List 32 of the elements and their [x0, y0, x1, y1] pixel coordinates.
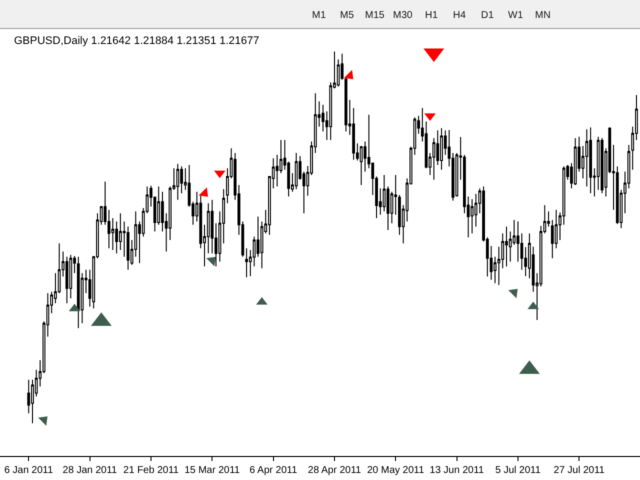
x-tick-label: 21 Feb 2011 [123, 465, 180, 476]
x-tick-label: 15 Mar 2011 [184, 465, 240, 476]
candlestick [294, 152, 298, 190]
x-tick-label: 28 Apr 2011 [308, 465, 362, 476]
x-tick-label: 20 May 2011 [367, 465, 425, 476]
candlestick [574, 138, 577, 186]
x-tick-label: 5 Jul 2011 [495, 465, 542, 476]
candlestick [360, 145, 363, 186]
text: M15 [365, 10, 385, 21]
x-tick-label: 6 Apr 2011 [250, 465, 298, 476]
candlestick [589, 126, 592, 194]
text: W1 [508, 10, 524, 21]
text: MN [535, 10, 551, 21]
x-tick-label: 13 Jun 2011 [430, 465, 484, 476]
candlestick [69, 254, 72, 299]
x-tick-label: 28 Jan 2011 [62, 465, 118, 476]
candlestick [440, 128, 443, 170]
candlestick [76, 256, 80, 329]
text: H1 [425, 10, 438, 21]
candlestick [176, 163, 180, 200]
text: M5 [340, 10, 354, 21]
candlestick [505, 226, 508, 267]
candlestick [600, 138, 604, 194]
text: D1 [481, 10, 494, 21]
x-tick-label: 6 Jan 2011 [4, 465, 54, 476]
candlestick [245, 248, 248, 278]
text: M1 [312, 10, 326, 21]
point [198, 187, 208, 197]
text: H4 [453, 10, 466, 21]
text: M30 [393, 10, 413, 21]
chart-title: GBPUSD,Daily 1.21642 1.21884 1.21351 1.21677 [14, 34, 260, 47]
x-tick-label: 27 Jul 2011 [554, 465, 606, 476]
